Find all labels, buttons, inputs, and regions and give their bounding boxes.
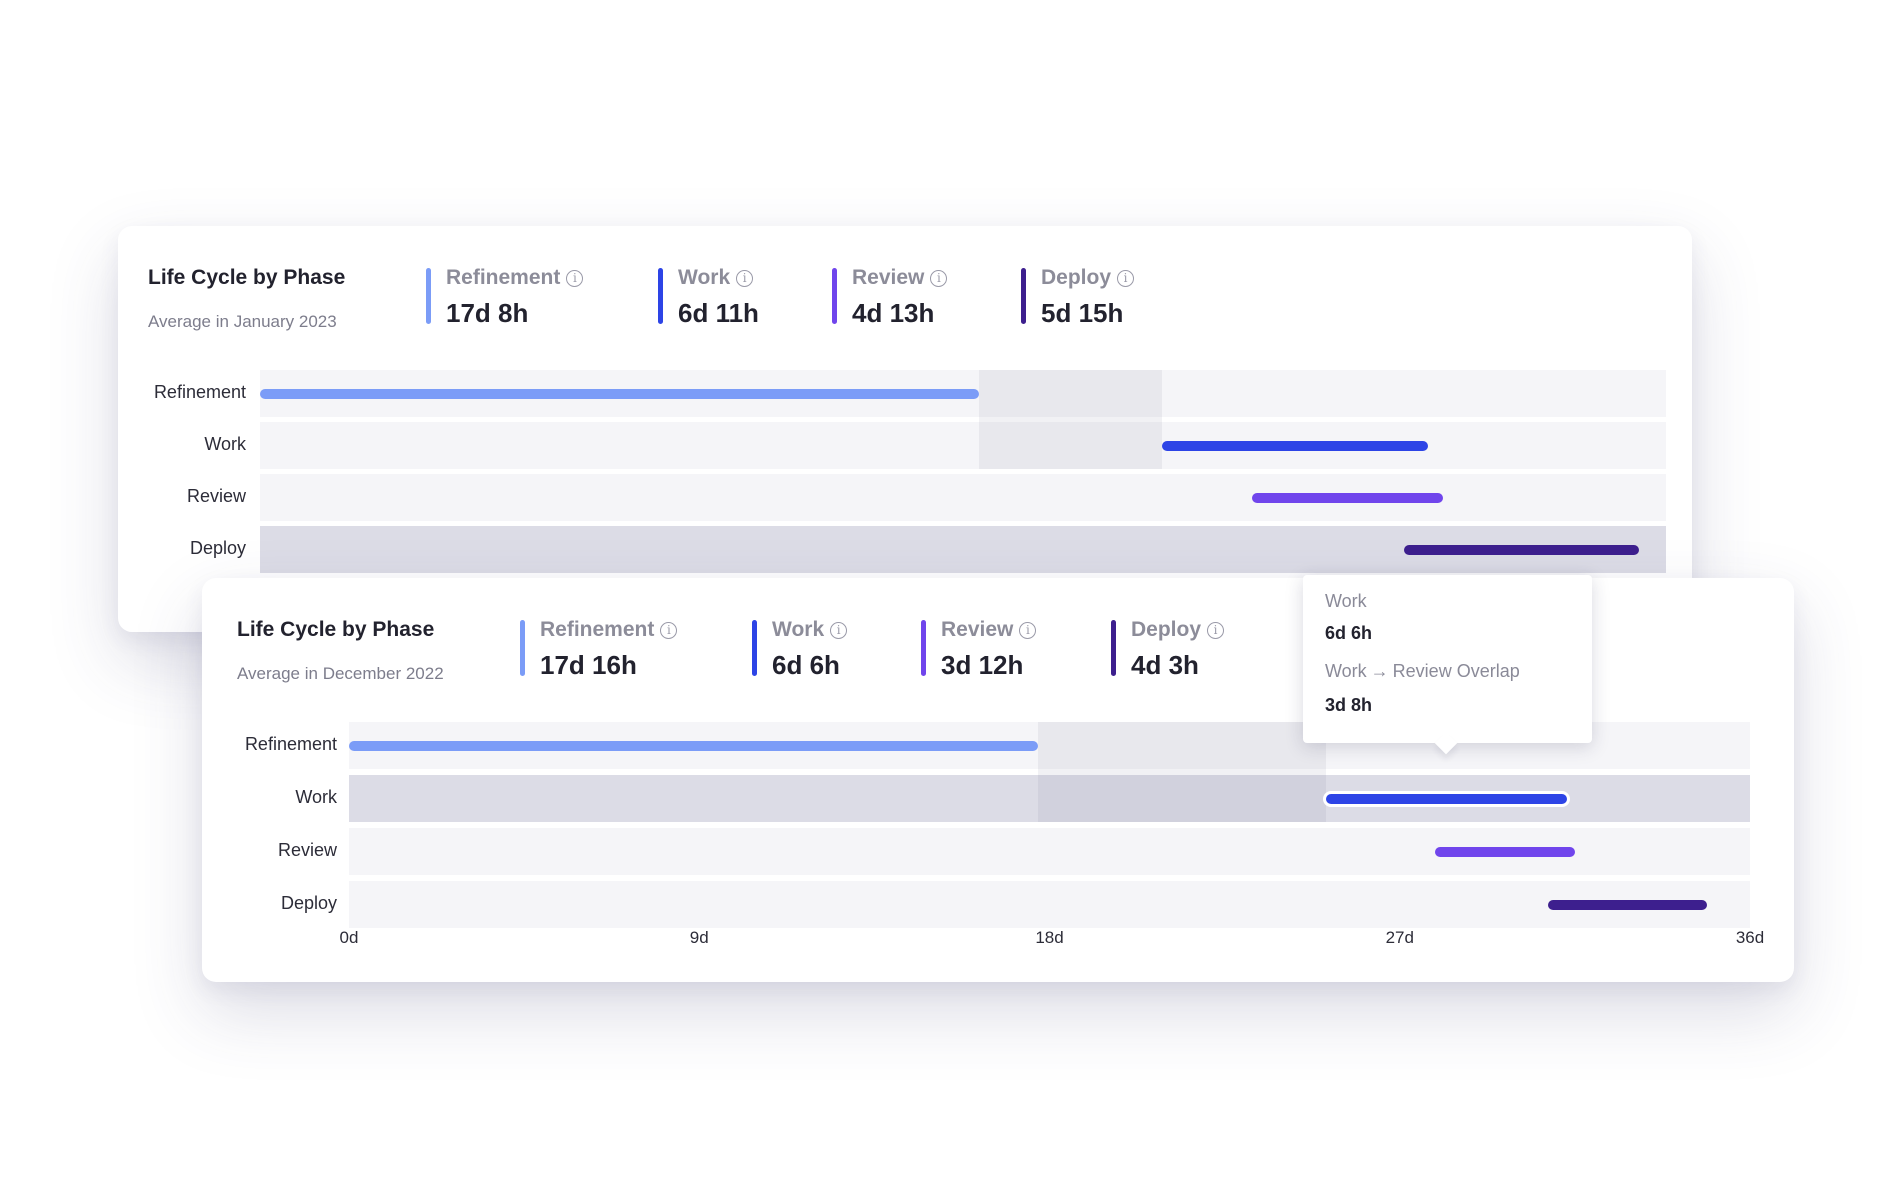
metric-label: Deploy i xyxy=(1131,618,1225,642)
metric-label-text: Deploy xyxy=(1041,266,1112,289)
bar-work[interactable] xyxy=(1162,440,1428,451)
metric-color-bar xyxy=(832,268,837,324)
card-title: Life Cycle by Phase xyxy=(148,266,346,289)
bar-refinement[interactable] xyxy=(349,740,1038,751)
metric-value: 4d 13h xyxy=(852,298,935,328)
info-icon[interactable]: i xyxy=(660,621,678,639)
x-tick-label: 0d xyxy=(339,928,359,947)
x-tick-label: 27d xyxy=(1385,928,1414,947)
metric-value: 17d 8h xyxy=(446,298,529,328)
metric-label: Work i xyxy=(772,618,848,642)
row-label-review: Review xyxy=(277,840,337,860)
info-icon[interactable]: i xyxy=(830,621,848,639)
metric-label: Deploy i xyxy=(1041,266,1135,290)
tooltip-label-overlap: Work → Review Overlap xyxy=(1325,661,1520,682)
tooltip-value-phase: 6d 6h xyxy=(1325,623,1373,643)
card-title: Life Cycle by Phase xyxy=(237,618,435,641)
info-icon[interactable]: i xyxy=(1207,621,1225,639)
metric-label: Work i xyxy=(678,266,754,290)
overlap-region xyxy=(978,370,1163,469)
metric-color-bar xyxy=(752,620,757,676)
bar-review[interactable] xyxy=(1434,846,1575,857)
card-subtitle: Average in January 2023 xyxy=(148,312,337,331)
metric-label-text: Work xyxy=(772,618,825,641)
row-label-review: Review xyxy=(186,486,246,506)
metric-color-bar xyxy=(658,268,663,324)
metric-label-text: Review xyxy=(941,618,1014,641)
metric-label: Refinement i xyxy=(540,618,678,642)
info-icon[interactable]: i xyxy=(930,269,948,287)
info-icon[interactable]: i xyxy=(736,269,754,287)
row-label-work: Work xyxy=(295,787,337,807)
metric-value: 5d 15h xyxy=(1041,298,1124,328)
metric-value: 4d 3h xyxy=(1131,650,1199,680)
tooltip-overlap-to: Review Overlap xyxy=(1392,661,1520,681)
metric-label-text: Deploy xyxy=(1131,618,1202,641)
metric-label: Refinement i xyxy=(446,266,584,290)
metric-color-bar xyxy=(426,268,431,324)
tooltip-label-phase: Work xyxy=(1325,591,1367,611)
metric-value: 17d 16h xyxy=(540,650,637,680)
bar-deploy[interactable] xyxy=(1547,899,1708,910)
x-tick-label: 9d xyxy=(689,928,709,947)
bar-work[interactable] xyxy=(1325,793,1568,804)
arrow-right-icon: → xyxy=(1370,661,1389,681)
row-label-deploy: Deploy xyxy=(280,893,337,913)
metric-color-bar xyxy=(921,620,926,676)
info-icon[interactable]: i xyxy=(1019,621,1037,639)
row-track-work xyxy=(260,422,1666,469)
bar-deploy[interactable] xyxy=(1404,544,1639,555)
lifecycle-card-january: Life Cycle by Phase Average in January 20… xyxy=(118,226,1692,632)
bar-refinement[interactable] xyxy=(260,388,979,399)
metric-label: Review i xyxy=(852,266,948,290)
row-label-refinement: Refinement xyxy=(244,734,337,754)
row-track-deploy xyxy=(349,881,1750,928)
x-tick-label: 36d xyxy=(1735,928,1765,947)
metric-label: Review i xyxy=(941,618,1037,642)
metric-value: 6d 6h xyxy=(772,650,840,680)
tooltip-overlap-from: Work xyxy=(1325,661,1367,681)
card-subtitle: Average in December 2022 xyxy=(237,664,444,683)
info-icon[interactable]: i xyxy=(1117,269,1135,287)
overlap-region xyxy=(1037,722,1326,822)
row-label-work: Work xyxy=(204,434,246,454)
metric-label-text: Refinement xyxy=(446,266,561,289)
row-label-deploy: Deploy xyxy=(189,538,246,558)
chart-tooltip: Work 6d 6h Work → Review Overlap 3d 8h xyxy=(1303,575,1592,755)
metric-color-bar xyxy=(1111,620,1116,676)
bar-review[interactable] xyxy=(1252,492,1444,503)
metric-label-text: Review xyxy=(852,266,925,289)
metric-color-bar xyxy=(1021,268,1026,324)
info-icon[interactable]: i xyxy=(566,269,584,287)
metric-label-text: Refinement xyxy=(540,618,655,641)
row-track-review xyxy=(260,474,1666,521)
row-label-refinement: Refinement xyxy=(153,382,246,402)
metric-value: 3d 12h xyxy=(941,650,1024,680)
metric-color-bar xyxy=(520,620,525,676)
x-tick-label: 18d xyxy=(1035,928,1064,947)
metric-value: 6d 11h xyxy=(678,298,759,328)
tooltip-value-overlap: 3d 8h xyxy=(1325,695,1373,715)
metric-label-text: Work xyxy=(678,266,731,289)
